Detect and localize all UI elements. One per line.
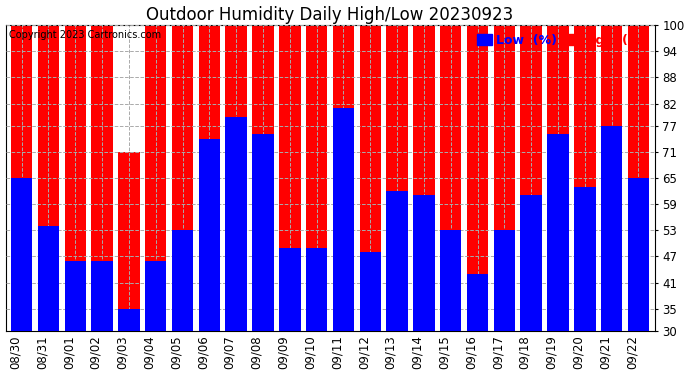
Bar bbox=[65, 25, 86, 331]
Bar bbox=[11, 178, 32, 331]
Bar bbox=[279, 248, 301, 331]
Bar bbox=[118, 152, 139, 331]
Bar bbox=[65, 261, 86, 331]
Legend: Low  (%), High  (%): Low (%), High (%) bbox=[475, 32, 649, 50]
Bar bbox=[333, 108, 354, 331]
Bar bbox=[413, 25, 435, 331]
Bar bbox=[172, 25, 193, 331]
Bar bbox=[199, 139, 220, 331]
Bar bbox=[226, 25, 247, 331]
Bar bbox=[628, 25, 649, 331]
Bar bbox=[520, 25, 542, 331]
Bar bbox=[440, 25, 462, 331]
Bar bbox=[574, 25, 595, 331]
Bar bbox=[38, 226, 59, 331]
Bar bbox=[38, 25, 59, 331]
Bar bbox=[145, 261, 166, 331]
Bar bbox=[91, 25, 113, 331]
Bar bbox=[628, 178, 649, 331]
Bar bbox=[253, 134, 274, 331]
Bar bbox=[306, 248, 327, 331]
Bar bbox=[547, 134, 569, 331]
Bar bbox=[11, 25, 32, 331]
Bar bbox=[199, 25, 220, 331]
Bar bbox=[574, 187, 595, 331]
Bar bbox=[118, 309, 139, 331]
Bar bbox=[306, 25, 327, 331]
Bar bbox=[386, 25, 408, 331]
Bar bbox=[601, 25, 622, 331]
Bar bbox=[253, 25, 274, 331]
Bar bbox=[493, 25, 515, 331]
Title: Outdoor Humidity Daily High/Low 20230923: Outdoor Humidity Daily High/Low 20230923 bbox=[146, 6, 513, 24]
Bar bbox=[359, 25, 381, 331]
Bar bbox=[467, 274, 489, 331]
Bar bbox=[333, 25, 354, 331]
Bar bbox=[226, 117, 247, 331]
Bar bbox=[601, 126, 622, 331]
Bar bbox=[520, 195, 542, 331]
Bar bbox=[493, 230, 515, 331]
Bar bbox=[279, 25, 301, 331]
Bar bbox=[440, 230, 462, 331]
Bar bbox=[386, 191, 408, 331]
Bar bbox=[91, 261, 113, 331]
Bar bbox=[172, 230, 193, 331]
Text: Copyright 2023 Cartronics.com: Copyright 2023 Cartronics.com bbox=[9, 30, 161, 40]
Bar bbox=[359, 252, 381, 331]
Bar bbox=[145, 25, 166, 331]
Bar bbox=[467, 25, 489, 331]
Bar bbox=[413, 195, 435, 331]
Bar bbox=[547, 25, 569, 331]
